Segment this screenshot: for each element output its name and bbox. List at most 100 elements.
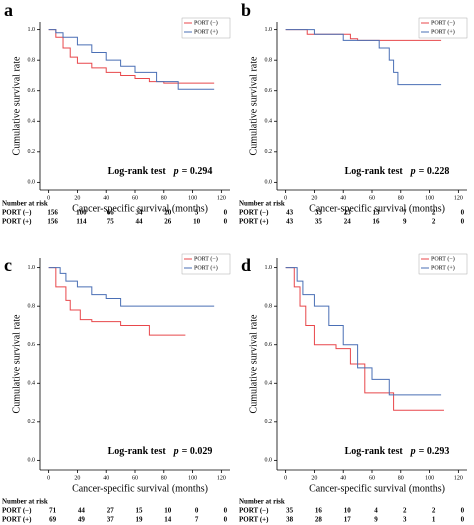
x-tick-label: 100 xyxy=(425,475,434,481)
y-tick-label: 0.4 xyxy=(265,119,273,125)
panel-label: b xyxy=(241,0,251,20)
risk-row-label: PORT (−) xyxy=(239,507,269,515)
legend-box xyxy=(418,17,468,39)
risk-count: 37 xyxy=(107,516,115,524)
y-axis-label: Cumulative survival rate xyxy=(248,314,259,413)
legend-label: PORT (−) xyxy=(431,19,455,26)
risk-count: 24 xyxy=(344,218,352,226)
risk-count: 0 xyxy=(224,516,228,524)
risk-count: 7 xyxy=(403,209,407,217)
stat-value: = 0.228 xyxy=(419,166,450,177)
stat-value: = 0.029 xyxy=(182,446,213,457)
y-tick-label: 0.6 xyxy=(265,342,273,348)
y-tick-label: 0.2 xyxy=(28,149,36,155)
y-axis-label: Cumulative survival rate xyxy=(248,56,259,155)
risk-count: 2 xyxy=(432,507,436,515)
risk-row-label: PORT (−) xyxy=(2,209,32,217)
risk-table-title: Number at risk xyxy=(239,200,285,208)
risk-count: 34 xyxy=(136,209,144,217)
x-tick-label: 40 xyxy=(103,195,109,201)
survival-curve xyxy=(48,267,215,307)
risk-count: 35 xyxy=(315,218,323,226)
risk-count: 0 xyxy=(224,209,228,217)
x-tick-label: 0 xyxy=(47,475,50,481)
risk-count: 0 xyxy=(461,516,465,524)
x-tick-label: 0 xyxy=(47,195,50,201)
survival-curve xyxy=(285,29,442,41)
legend-label: PORT (−) xyxy=(194,255,218,262)
x-tick-label: 40 xyxy=(340,475,346,481)
risk-count: 16 xyxy=(315,507,323,515)
legend-box xyxy=(181,17,231,39)
x-axis-label: Cancer-specific survival (months) xyxy=(72,203,208,214)
risk-count: 27 xyxy=(107,507,115,515)
legend-label: PORT (+) xyxy=(194,28,218,35)
risk-count: 1 xyxy=(432,516,436,524)
risk-table-title: Number at risk xyxy=(2,498,48,506)
y-tick-label: 0.8 xyxy=(28,58,36,64)
risk-count: 3 xyxy=(403,516,407,524)
survival-curve xyxy=(285,267,442,396)
x-tick-label: 100 xyxy=(425,195,434,201)
x-axis-label: Cancer-specific survival (months) xyxy=(309,203,445,214)
annotation-text: Log-rank test xyxy=(345,166,404,177)
x-tick-label: 0 xyxy=(284,195,287,201)
y-tick-label: 0.4 xyxy=(28,119,36,125)
panel: d0.00.20.40.60.81.00 20 40 60 80 100 120Cumula… xyxy=(239,253,468,524)
x-tick-label: 20 xyxy=(74,195,80,201)
annotation-text: Log-rank test xyxy=(345,446,404,457)
x-tick-label: 80 xyxy=(398,475,404,481)
survival-curve xyxy=(48,29,215,84)
x-tick-label: 20 xyxy=(311,195,317,201)
x-tick-label: 40 xyxy=(340,195,346,201)
risk-count: 156 xyxy=(47,218,58,226)
x-tick-label: 120 xyxy=(217,475,226,481)
risk-count: 0 xyxy=(461,209,465,217)
stat-label: p xyxy=(410,166,416,177)
y-tick-label: 1.0 xyxy=(265,265,273,271)
y-tick-label: 0.2 xyxy=(265,419,273,425)
annotation-text: Log-rank test xyxy=(108,166,167,177)
risk-count: 44 xyxy=(78,507,86,515)
panel-label: d xyxy=(241,255,251,275)
risk-count: 9 xyxy=(374,516,378,524)
x-tick-label: 60 xyxy=(369,195,375,201)
y-tick-label: 0.2 xyxy=(265,149,273,155)
risk-count: 66 xyxy=(107,209,115,217)
legend-label: PORT (−) xyxy=(431,255,455,262)
panel-label: c xyxy=(4,255,12,275)
legend-label: PORT (+) xyxy=(431,264,455,271)
x-tick-label: 120 xyxy=(217,195,226,201)
x-tick-label: 120 xyxy=(454,475,463,481)
legend-label: PORT (+) xyxy=(194,264,218,271)
risk-count: 5 xyxy=(195,209,199,217)
y-tick-label: 0.0 xyxy=(265,180,273,186)
risk-count: 156 xyxy=(47,209,58,217)
legend-label: PORT (−) xyxy=(194,19,218,26)
x-tick-label: 60 xyxy=(132,475,138,481)
x-tick-label: 60 xyxy=(132,195,138,201)
x-tick-label: 20 xyxy=(74,475,80,481)
risk-row-label: PORT (−) xyxy=(2,507,32,515)
risk-count: 114 xyxy=(76,218,87,226)
risk-row-label: PORT (+) xyxy=(2,516,32,524)
risk-count: 71 xyxy=(49,507,57,515)
risk-count: 0 xyxy=(224,507,228,515)
risk-count: 43 xyxy=(286,209,294,217)
stat-label: p xyxy=(410,446,416,457)
panel: b0.00.20.40.60.81.00 20 40 60 80 100 120Cumula… xyxy=(239,0,468,226)
risk-row-label: PORT (+) xyxy=(239,516,269,524)
risk-table-title: Number at risk xyxy=(2,200,48,208)
survival-curve xyxy=(285,267,444,411)
risk-count: 69 xyxy=(49,516,57,524)
y-axis-label: Cumulative survival rate xyxy=(11,56,22,155)
risk-count: 35 xyxy=(286,507,294,515)
risk-count: 44 xyxy=(136,218,144,226)
y-tick-label: 1.0 xyxy=(28,265,36,271)
y-tick-label: 0.0 xyxy=(265,458,273,464)
x-tick-label: 40 xyxy=(103,475,109,481)
risk-count: 2 xyxy=(432,209,436,217)
annotation-text: Log-rank test xyxy=(108,446,167,457)
x-tick-label: 80 xyxy=(161,195,167,201)
